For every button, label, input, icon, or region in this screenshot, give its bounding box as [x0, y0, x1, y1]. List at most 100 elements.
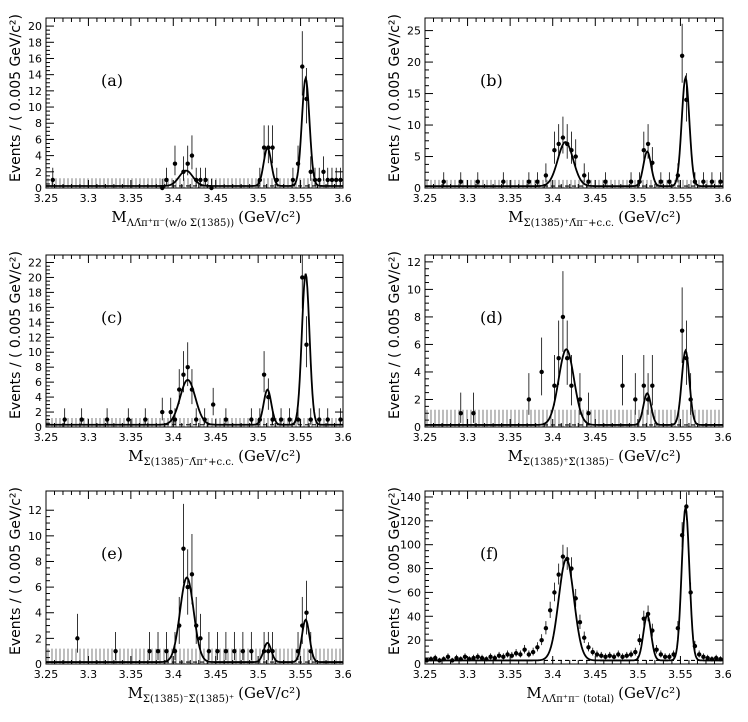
data-point [193, 623, 199, 628]
x-axis-label-main: M [508, 208, 523, 226]
data-point [450, 658, 455, 663]
x-tick-label: 3.3 [80, 192, 98, 205]
x-axis-label-main: M [526, 684, 541, 702]
y-tick-label: 16 [28, 52, 42, 65]
y-tick-label: 6 [414, 338, 421, 351]
data-point [475, 654, 480, 660]
y-tick-label: 0 [414, 658, 421, 671]
data-point [484, 657, 489, 662]
data-point [594, 652, 600, 657]
y-tick-label: 0 [35, 658, 42, 671]
y-tick-label: 80 [407, 563, 421, 576]
y-tick-label: 16 [28, 301, 42, 314]
data-point [556, 141, 561, 147]
plot-frame [424, 17, 724, 189]
data-point [650, 383, 655, 388]
data-point [240, 648, 246, 654]
data-point [441, 179, 446, 184]
y-tick-label: 0 [35, 182, 42, 195]
x-axis-label-unit: (GeV/c²) [618, 684, 681, 702]
y-tick-label: 6 [35, 376, 42, 389]
data-point [654, 647, 659, 652]
x-tick-label: 3.3 [80, 668, 98, 681]
data-point [266, 394, 271, 400]
data-point [479, 655, 485, 661]
data-point [692, 179, 698, 184]
data-point [718, 657, 723, 662]
data-point [181, 372, 186, 377]
data-point [185, 584, 190, 590]
x-axis-label-unit: (GeV/c²) [618, 208, 681, 226]
x-tick-label: 3.55 [668, 668, 693, 681]
x-tick-label: 3.35 [498, 192, 523, 205]
data-point [185, 364, 190, 370]
y-tick-label: 12 [28, 331, 42, 344]
y-tick-label: 4 [35, 391, 42, 404]
x-axis-label-subscript: Σ(1385)⁺Σ̄(1385)⁻ [523, 457, 614, 468]
data-point [569, 148, 574, 153]
panel-d: 3.25 3.3 3.35 3.4 3.45 3.5 3.55 3.6 0 2 4 6 8 10 12 Eve… [387, 251, 732, 468]
panel-c: 3.25 3.3 3.35 3.4 3.45 3.5 3.55 3.6 0 2 4 6 8 10 12 14 1… [8, 251, 352, 468]
data-point [317, 417, 322, 422]
y-axis: 0 2 4 6 8 10 12 [28, 504, 343, 671]
data-point [658, 652, 664, 657]
data-point [620, 383, 625, 388]
x-tick-label: 3.5 [629, 431, 647, 444]
data-point [261, 145, 267, 150]
data-point [582, 635, 587, 640]
data-point [547, 608, 553, 613]
y-tick-label: 0 [414, 421, 421, 434]
data-point [526, 179, 532, 184]
x-axis-label: MΣ(1385)⁺Σ̄(1385)⁻ (GeV/c²) [508, 447, 681, 468]
data-point [679, 532, 685, 538]
data-point [232, 648, 237, 654]
data-point [304, 610, 309, 615]
data-point [684, 356, 689, 361]
panel-label: (b) [480, 71, 503, 90]
data-point [603, 654, 608, 660]
data-point [488, 654, 493, 660]
panel-e: 3.25 3.3 3.35 3.4 3.45 3.5 3.55 3.6 0 2 4 6 8 10 12 Eve… [8, 487, 352, 705]
x-tick-label: 3.25 [34, 192, 59, 205]
y-tick-label: 20 [28, 20, 42, 33]
x-tick-label: 3.6 [334, 192, 352, 205]
x-axis-label-main: M [508, 447, 523, 465]
y-tick-label: 12 [28, 85, 42, 98]
data-point [189, 153, 195, 158]
data-point [650, 628, 655, 633]
y-tick-label: 0 [35, 421, 42, 434]
x-tick-label: 3.25 [34, 668, 59, 681]
data-point [270, 145, 275, 150]
data-point [645, 397, 651, 402]
data-point [189, 572, 195, 577]
data-point [564, 556, 570, 562]
data-point [564, 141, 570, 147]
data-point [433, 655, 438, 661]
data-point [607, 653, 612, 658]
data-point [556, 356, 561, 361]
data-point [458, 411, 463, 416]
panel-a: 3.25 3.3 3.35 3.4 3.45 3.5 3.55 3.6 0 2 4 6 8 10 12 14 1… [8, 14, 352, 229]
data-point [701, 179, 706, 184]
data-point [181, 546, 186, 551]
y-tick-label: 12 [28, 504, 42, 517]
x-axis: 3.25 3.3 3.35 3.4 3.45 3.5 3.55 3.6 [34, 491, 352, 681]
data-point [692, 643, 698, 649]
y-tick-label: 140 [400, 491, 421, 504]
data-point [633, 649, 638, 655]
panel-label: (f) [480, 544, 498, 563]
y-axis-label: Events / ( 0.005 GeV/c²) [8, 251, 24, 419]
x-tick-label: 3.35 [119, 668, 144, 681]
x-tick-label: 3.55 [668, 431, 693, 444]
data-point [308, 169, 313, 175]
x-tick-label: 3.25 [413, 431, 438, 444]
x-axis-label: MΣ(1385)⁻Σ̄(1385)⁺ (GeV/c²) [128, 684, 301, 705]
x-tick-label: 3.4 [544, 431, 562, 444]
x-tick-label: 3.4 [165, 192, 183, 205]
data-point [641, 383, 647, 388]
x-tick-label: 3.45 [203, 192, 228, 205]
y-tick-label: 12 [407, 256, 421, 269]
data-point [325, 417, 330, 422]
data-point [270, 648, 275, 654]
y-tick-label: 2 [35, 166, 42, 179]
